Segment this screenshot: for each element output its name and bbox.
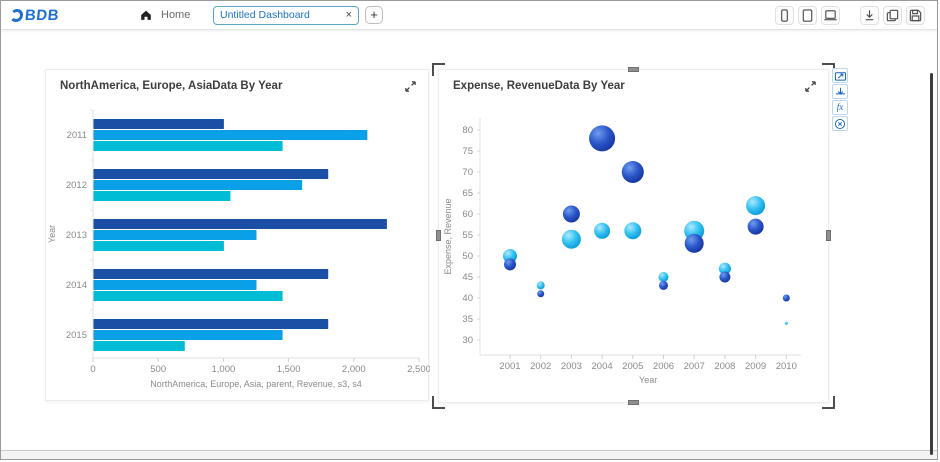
svg-text:2014: 2014 [66,280,87,291]
bar-chart-plot: 0 500 1,000 1,500 2,000 2,500 2011 2012 2013 2014… [47,109,430,389]
svg-text:75: 75 [462,146,473,157]
svg-text:2,500: 2,500 [407,364,430,375]
svg-text:2011: 2011 [67,130,87,141]
axis-settings-button[interactable] [832,84,848,99]
svg-text:2012: 2012 [66,180,87,191]
svg-text:60: 60 [462,209,473,220]
copy-icon [886,9,899,21]
selection-corner-top-left [432,63,445,76]
home-label: Home [161,9,191,21]
chart-export-button[interactable] [832,68,848,83]
svg-text:NorthAmerica, Europe, Asia, pa: NorthAmerica, Europe, Asia, parent, Reve… [150,379,362,389]
home-nav[interactable]: Home [139,8,190,22]
selection-corner-bottom-right [822,396,835,409]
formula-fx-icon: fx [836,102,844,112]
svg-text:2,000: 2,000 [342,364,366,375]
tablet-preview-icon [802,8,813,22]
svg-text:2007: 2007 [684,361,705,372]
copy-button[interactable] [883,5,902,25]
expand-button[interactable] [402,78,418,94]
svg-text:2002: 2002 [530,361,551,372]
dashboard-tab[interactable]: Untitled Dashboard × [213,5,359,25]
resize-handle-bottom[interactable] [627,400,639,405]
export-button[interactable] [860,5,879,25]
svg-text:55: 55 [462,230,473,241]
svg-text:2010: 2010 [776,361,797,372]
bdb-logo-text: BDB [24,6,60,24]
expand-icon [404,80,416,92]
svg-text:Expense, Revenue: Expense, Revenue [443,198,453,274]
bubble-chart-widget[interactable]: fx Expense, RevenueData By Year 30 35 [432,63,848,409]
widget-side-toolbar: fx [832,68,848,131]
svg-text:1,000: 1,000 [212,364,236,375]
top-bar: BDB Home Untitled Dashboard × + [1,1,937,30]
svg-text:1,500: 1,500 [277,364,301,375]
vertical-scrollbar[interactable] [930,73,933,455]
bar-chart-widget[interactable]: NorthAmerica, Europe, AsiaData By Year 0… [45,69,430,401]
expand-icon [804,80,816,92]
svg-text:45: 45 [462,272,473,283]
svg-text:0: 0 [90,364,95,375]
bubble-chart-plot: 30 35 40 45 50 55 60 65 70 75 80 2001 2002 2003 2004 20… [443,118,801,385]
resize-handle-left[interactable] [436,230,441,241]
bubble-chart-header: Expense, RevenueData By Year [439,70,828,98]
svg-text:2003: 2003 [561,361,582,372]
expand-button[interactable] [802,78,818,94]
mobile-preview-button[interactable] [775,5,794,25]
svg-text:500: 500 [150,364,166,375]
desktop-preview-button[interactable] [821,5,840,25]
resize-handle-right[interactable] [826,230,831,241]
save-button[interactable] [906,5,925,25]
resize-handle-top[interactable] [627,67,639,72]
svg-text:30: 30 [462,335,473,346]
tablet-preview-button[interactable] [798,5,817,25]
home-icon [141,10,151,20]
chart-export-icon [834,71,846,81]
selection-corner-bottom-left [432,396,445,409]
svg-text:80: 80 [462,125,473,136]
svg-text:2008: 2008 [714,361,735,372]
mobile-preview-icon [781,8,788,22]
remove-widget-icon [834,118,846,129]
axis-settings-icon [835,87,845,95]
svg-text:2004: 2004 [592,361,613,372]
export-icon [865,9,874,20]
desktop-preview-icon [824,9,837,20]
svg-text:2013: 2013 [66,230,87,241]
svg-text:40: 40 [462,293,473,304]
bottom-strip [1,450,937,459]
svg-text:70: 70 [462,167,473,178]
svg-text:35: 35 [462,314,473,325]
svg-text:2015: 2015 [66,330,87,341]
svg-text:50: 50 [462,251,473,262]
dashboard-tab-title[interactable]: Untitled Dashboard [220,9,310,21]
bdb-logo[interactable]: BDB [9,7,60,24]
bubble-chart-title: Expense, RevenueData By Year [453,80,625,92]
svg-text:2001: 2001 [499,361,520,372]
remove-widget-button[interactable] [832,116,848,131]
svg-text:2009: 2009 [745,361,766,372]
svg-text:65: 65 [462,188,473,199]
bar-chart-title: NorthAmerica, Europe, AsiaData By Year [60,80,283,92]
svg-text:Year: Year [639,375,657,385]
dashboard-canvas: NorthAmerica, Europe, AsiaData By Year 0… [1,31,937,450]
save-icon [909,9,922,21]
formula-button[interactable]: fx [832,100,848,115]
svg-text:Year: Year [47,225,57,243]
bdb-logo-swirl-icon [9,8,24,22]
add-tab-button[interactable]: + [365,6,383,24]
bar-chart-header: NorthAmerica, Europe, AsiaData By Year [46,70,428,98]
close-tab-icon[interactable]: × [345,8,352,21]
topbar-actions [775,5,925,25]
svg-text:2006: 2006 [653,361,674,372]
svg-text:2005: 2005 [622,361,643,372]
